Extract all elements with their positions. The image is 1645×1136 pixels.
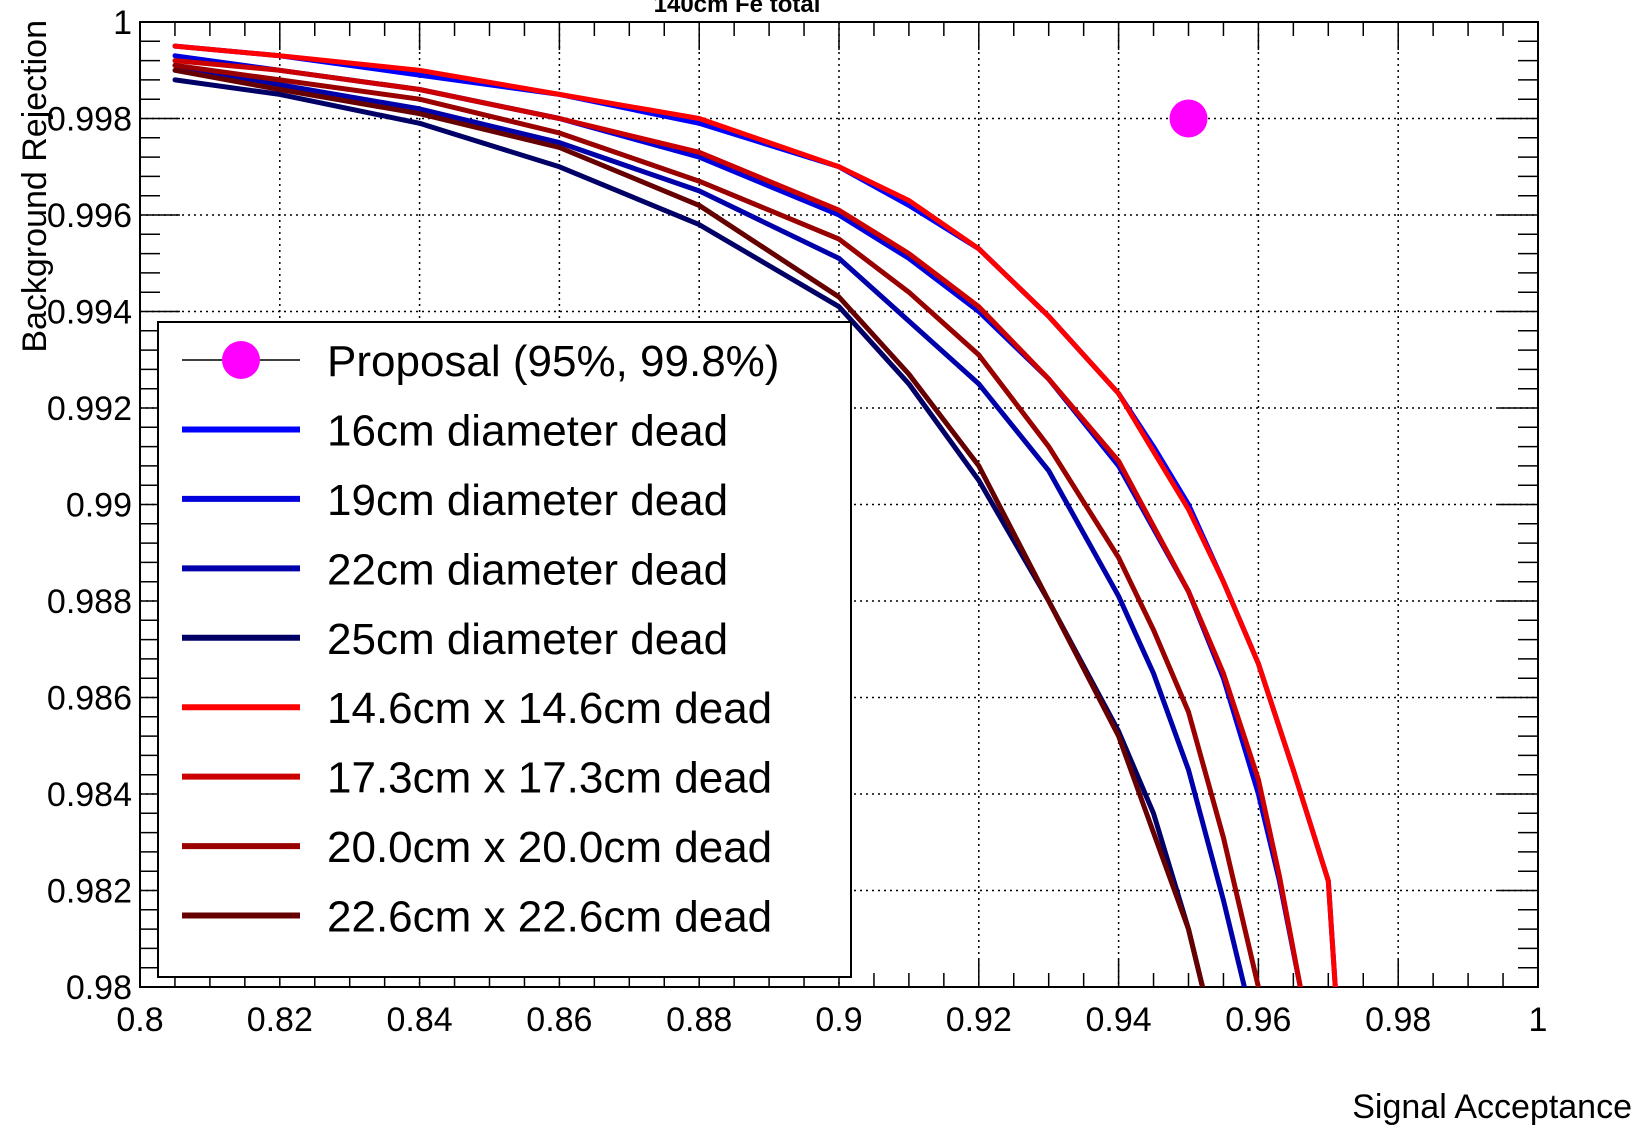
legend-entry-label: 22cm diameter dead [327,545,728,594]
legend-entry-label: 19cm diameter dead [327,476,728,525]
y-tick-label: 0.994 [47,294,132,332]
series-lines [172,43,1338,987]
x-tick-label: 0.86 [526,1001,592,1039]
series-line-4 [172,77,1205,987]
x-tick-label: 0.8 [116,1001,163,1039]
legend: Proposal (95%, 99.8%) 16cm diameter dead 1… [157,321,852,978]
proposal-marker [1169,99,1208,138]
x-tick-label: 0.98 [1365,1001,1431,1039]
legend-entry-label: 20.0cm x 20.0cm dead [327,823,772,872]
y-axis-label: Background Rejection [16,20,54,353]
x-axis-label: Signal Acceptance [1352,1088,1632,1126]
legend-entry-label: Proposal (95%, 99.8%) [327,337,779,386]
series-line-6 [172,58,1303,987]
legend-entry-label: 25cm diameter dead [327,615,728,664]
marker-points [1169,99,1208,138]
x-tick-label: 0.84 [387,1001,453,1039]
x-tick-label: 0.96 [1225,1001,1291,1039]
y-tick-label: 0.984 [47,776,132,814]
y-tick-label: 0.998 [47,101,132,139]
x-tick-label: 0.94 [1086,1001,1152,1039]
x-tick-label: 0.92 [946,1001,1012,1039]
series-line-3 [172,62,1247,987]
x-tick-label: 0.9 [815,1001,862,1039]
axis-ticks: 0.8 0.82 0.84 0.86 0.88 0.9 0.92 0.94 0.96 0.98 1 0… [47,4,1548,1039]
x-tick-label: 0.82 [247,1001,313,1039]
legend-entry-label: 14.6cm x 14.6cm dead [327,684,772,733]
series-line-8 [172,67,1205,987]
legend-entry-label: 17.3cm x 17.3cm dead [327,754,772,803]
y-tick-label: 0.986 [47,680,132,718]
series-line-7 [172,62,1261,987]
y-tick-label: 0.988 [47,583,132,621]
legend-marker [222,341,260,379]
y-tick-label: 0.982 [47,873,132,911]
y-tick-label: 0.99 [66,487,132,525]
y-tick-label: 0.996 [47,197,132,235]
y-tick-label: 0.98 [66,969,132,1007]
legend-entry-label: 22.6cm x 22.6cm dead [327,893,772,942]
x-tick-label: 0.88 [666,1001,732,1039]
legend-entry-label: 16cm diameter dead [327,406,728,455]
x-tick-label: 1 [1529,1001,1548,1039]
y-tick-label: 1 [113,4,132,42]
y-tick-label: 0.992 [47,390,132,428]
series-line-5 [172,43,1338,987]
chart-title: 140cm Fe total [654,0,821,18]
